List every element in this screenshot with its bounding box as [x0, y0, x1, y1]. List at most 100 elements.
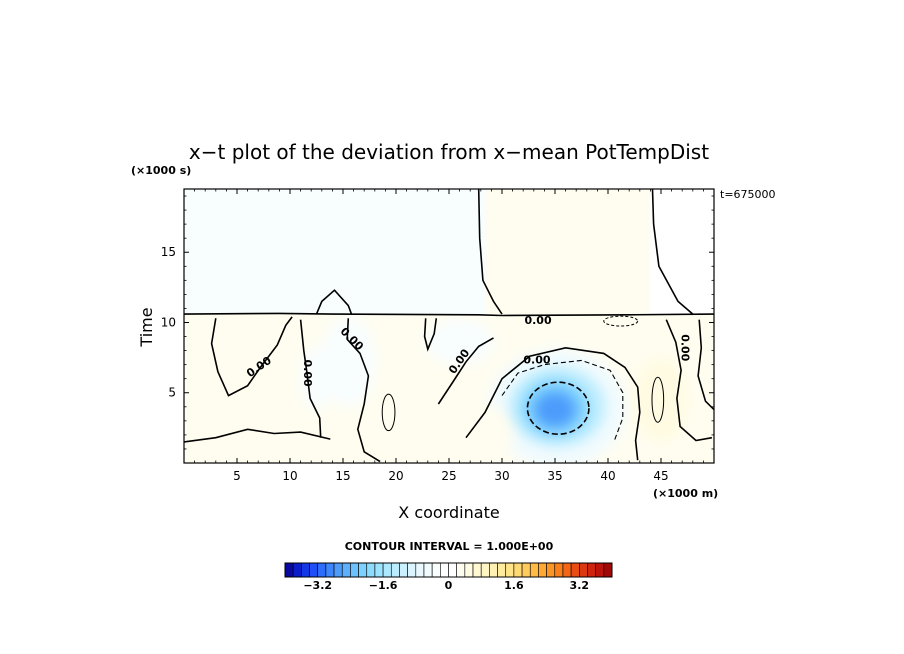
contour-label-5: 0.00 [523, 353, 550, 366]
chart-title: x−t plot of the deviation from x−mean Po… [189, 140, 709, 164]
colorbar-box-25 [489, 562, 498, 578]
colorbar-box-16 [415, 562, 425, 578]
colorbar-box-23 [472, 562, 482, 578]
x-axis-label: X coordinate [398, 503, 499, 522]
upper-right-cool [650, 189, 714, 315]
field-feature-8 [376, 371, 437, 456]
contour-island-right [651, 376, 665, 423]
colorbar-frame [284, 562, 613, 578]
heatmap-field [184, 189, 714, 463]
contour-zero-diagonal [437, 337, 494, 405]
colorbar-box-15 [407, 562, 417, 578]
colorbar-box-18 [431, 562, 441, 578]
field-feature-4 [320, 316, 376, 407]
contour-zero-notch [423, 318, 438, 352]
x-tick-label-6: 35 [547, 469, 562, 483]
contour-zero-right-a [665, 319, 713, 442]
y-unit-label: (×1000 s) [131, 164, 191, 177]
contour-zero-bottom-left [184, 428, 331, 443]
colorbar-box-13 [390, 562, 400, 578]
colorbar-box-29 [521, 562, 531, 578]
x-tick-label-7: 40 [600, 469, 615, 483]
contour-label-1: 0.00 [301, 360, 314, 387]
colorbar-box-5 [325, 562, 335, 578]
colorbar-box-8 [350, 562, 359, 578]
colorbar-box-0 [284, 562, 294, 578]
field-feature-9 [184, 396, 269, 459]
contour-zero-swirl-outer [465, 346, 641, 461]
colorbar-box-10 [366, 562, 376, 578]
colorbar-box-22 [464, 562, 474, 578]
x-tick-label-2: 15 [335, 469, 350, 483]
x-tick-label-8: 45 [653, 469, 668, 483]
colorbar-box-33 [554, 562, 564, 578]
colorbar-box-9 [358, 562, 368, 578]
colorbar-tick-label-4: 3.2 [570, 579, 590, 592]
colorbar-box-27 [505, 562, 515, 578]
time-stamp: t=675000 [720, 188, 776, 201]
x-tick-label-5: 30 [494, 469, 509, 483]
contour-island-top [603, 315, 639, 327]
colorbar-box-30 [529, 562, 539, 578]
contour-neg2-core [526, 381, 590, 435]
colorbar-box-37 [587, 562, 596, 578]
colorbar-box-39 [603, 562, 613, 578]
x-tick-label-3: 20 [388, 469, 403, 483]
colorbar-tick-label-0: −3.2 [303, 579, 332, 592]
contour-zero-upper-right [651, 189, 694, 315]
colorbar-box-3 [309, 562, 318, 578]
contour-zero-left-a [210, 316, 293, 397]
contour-zero-middle [346, 318, 381, 463]
y-tick-label-2: 15 [161, 245, 176, 259]
contour-island-mid [381, 393, 396, 432]
colorbar-tick-label-3: 1.6 [504, 579, 524, 592]
colorbar-box-21 [456, 562, 466, 578]
colorbar-box-35 [570, 562, 580, 578]
contour-zero-bump [315, 289, 353, 315]
colorbar-box-17 [423, 562, 433, 578]
colorbar-tick-label-2: 0 [445, 579, 453, 592]
colorbar-box-14 [399, 562, 408, 578]
colorbar-box-26 [497, 562, 507, 578]
colorbar-box-28 [513, 562, 523, 578]
colorbar-tick-label-1: −1.6 [369, 579, 398, 592]
contour-label-6: 0.00 [678, 334, 691, 361]
contour-zero-right-b [697, 319, 714, 411]
x-tick-label-1: 10 [282, 469, 297, 483]
contour-zero-upper-left [477, 189, 503, 315]
x-tick-label-4: 25 [441, 469, 456, 483]
colorbar-box-34 [562, 562, 572, 578]
colorbar-box-38 [595, 562, 605, 578]
contour-lines [184, 189, 714, 463]
y-axis-label: Time [137, 307, 156, 347]
colorbar-box-4 [317, 562, 327, 578]
y-tick-label-0: 5 [168, 386, 176, 400]
colorbar-box-1 [292, 562, 302, 578]
field-blobs [184, 316, 689, 463]
plot-area: 0.00 0.000.000.000.000.00 0.00 5 10 15 20 25 30… [161, 188, 715, 483]
colorbar-box-7 [341, 562, 351, 578]
colorbar-box-12 [382, 562, 392, 578]
colorbar: −3.2 −1.6 0 1.6 3.2 [284, 562, 613, 592]
x-axis: 5 10 15 20 25 30 35 40 45 [194, 189, 704, 483]
field-feature-5 [299, 347, 334, 410]
x-tick-label-0: 5 [233, 469, 241, 483]
colorbar-box-24 [480, 562, 490, 578]
colorbar-box-6 [333, 562, 343, 578]
contour-interval-text: CONTOUR INTERVAL = 1.000E+00 [345, 540, 554, 553]
colorbar-box-19 [440, 562, 449, 578]
upper-cool-region [184, 189, 487, 315]
colorbar-box-31 [538, 562, 547, 578]
field-feature-10 [446, 403, 515, 461]
field-feature-3 [533, 391, 577, 428]
colorbar-box-2 [301, 562, 310, 578]
field-feature-7 [633, 357, 689, 442]
y-axis: 5 10 15 [161, 195, 714, 450]
colorbar-box-32 [546, 562, 556, 578]
colorbar-box-20 [448, 562, 457, 578]
colorbar-box-11 [374, 562, 384, 578]
contour-zero-left-b [299, 319, 322, 438]
x-unit-label: (×1000 m) [653, 487, 718, 500]
upper-warm-band [486, 189, 651, 315]
